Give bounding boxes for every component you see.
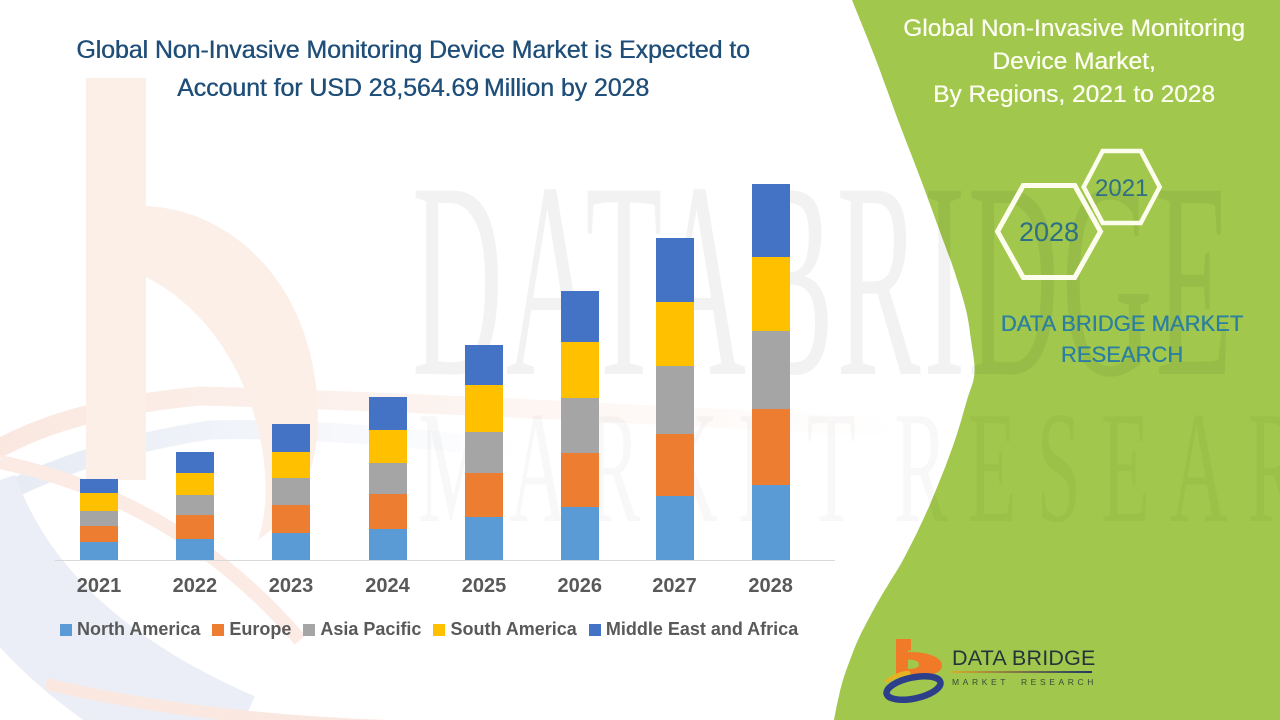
svg-text:2021: 2021: [1095, 175, 1148, 202]
svg-text:2028: 2028: [1019, 217, 1079, 247]
